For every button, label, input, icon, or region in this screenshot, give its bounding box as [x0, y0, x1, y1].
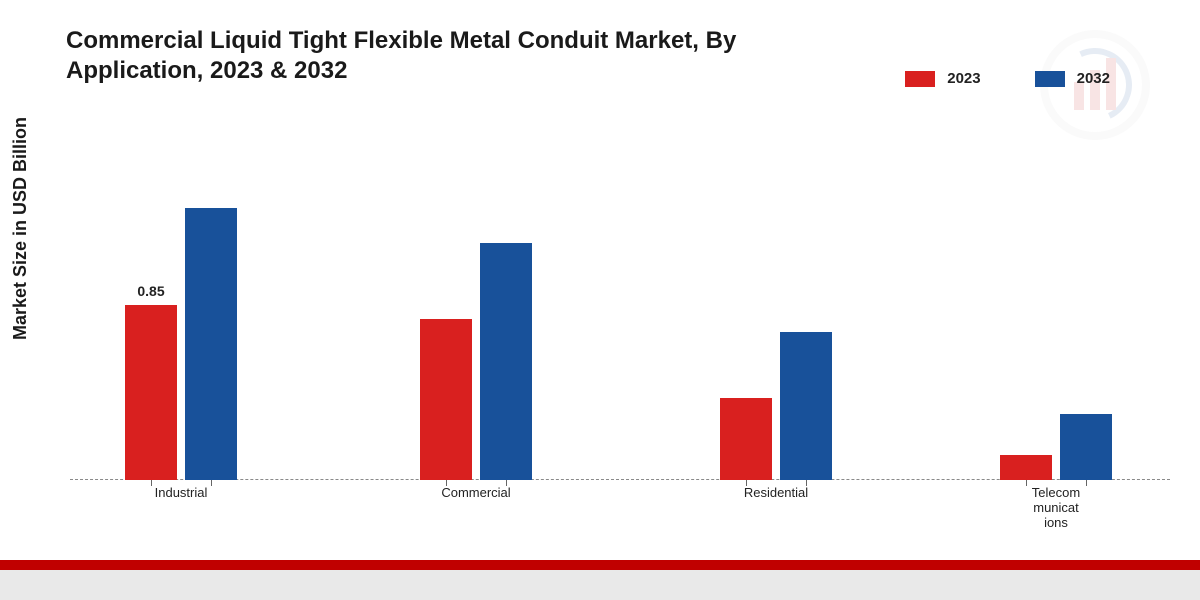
- bar-2032-1: [480, 243, 532, 480]
- y-axis-label: Market Size in USD Billion: [10, 117, 31, 340]
- bar-2032-2: [780, 332, 832, 481]
- x-axis-category-label: Residential: [716, 486, 836, 501]
- legend-swatch-2023: [905, 71, 935, 87]
- legend: 2023 2032: [905, 70, 1110, 87]
- bar-2032-0: [185, 208, 237, 480]
- legend-label-2023: 2023: [947, 70, 980, 87]
- legend-swatch-2032: [1035, 71, 1065, 87]
- bar-2023-2: [720, 398, 772, 481]
- bar-value-label: 0.85: [125, 283, 177, 299]
- x-axis-category-label: Industrial: [121, 486, 241, 501]
- legend-item-2023: 2023: [905, 70, 980, 87]
- bar-2023-0: [125, 305, 177, 480]
- bar-2032-3: [1060, 414, 1112, 480]
- bar-2023-3: [1000, 455, 1052, 480]
- plot-area: 0.85: [70, 150, 1170, 480]
- page-root: Commercial Liquid Tight Flexible Metal C…: [0, 0, 1200, 600]
- x-axis-category-label: Telecommunications: [996, 486, 1116, 531]
- footer-accent-bar: [0, 560, 1200, 570]
- legend-label-2032: 2032: [1077, 70, 1110, 87]
- bar-2023-1: [420, 319, 472, 480]
- footer-base: [0, 570, 1200, 600]
- x-axis-category-label: Commercial: [416, 486, 536, 501]
- legend-item-2032: 2032: [1035, 70, 1110, 87]
- chart-title: Commercial Liquid Tight Flexible Metal C…: [66, 26, 790, 86]
